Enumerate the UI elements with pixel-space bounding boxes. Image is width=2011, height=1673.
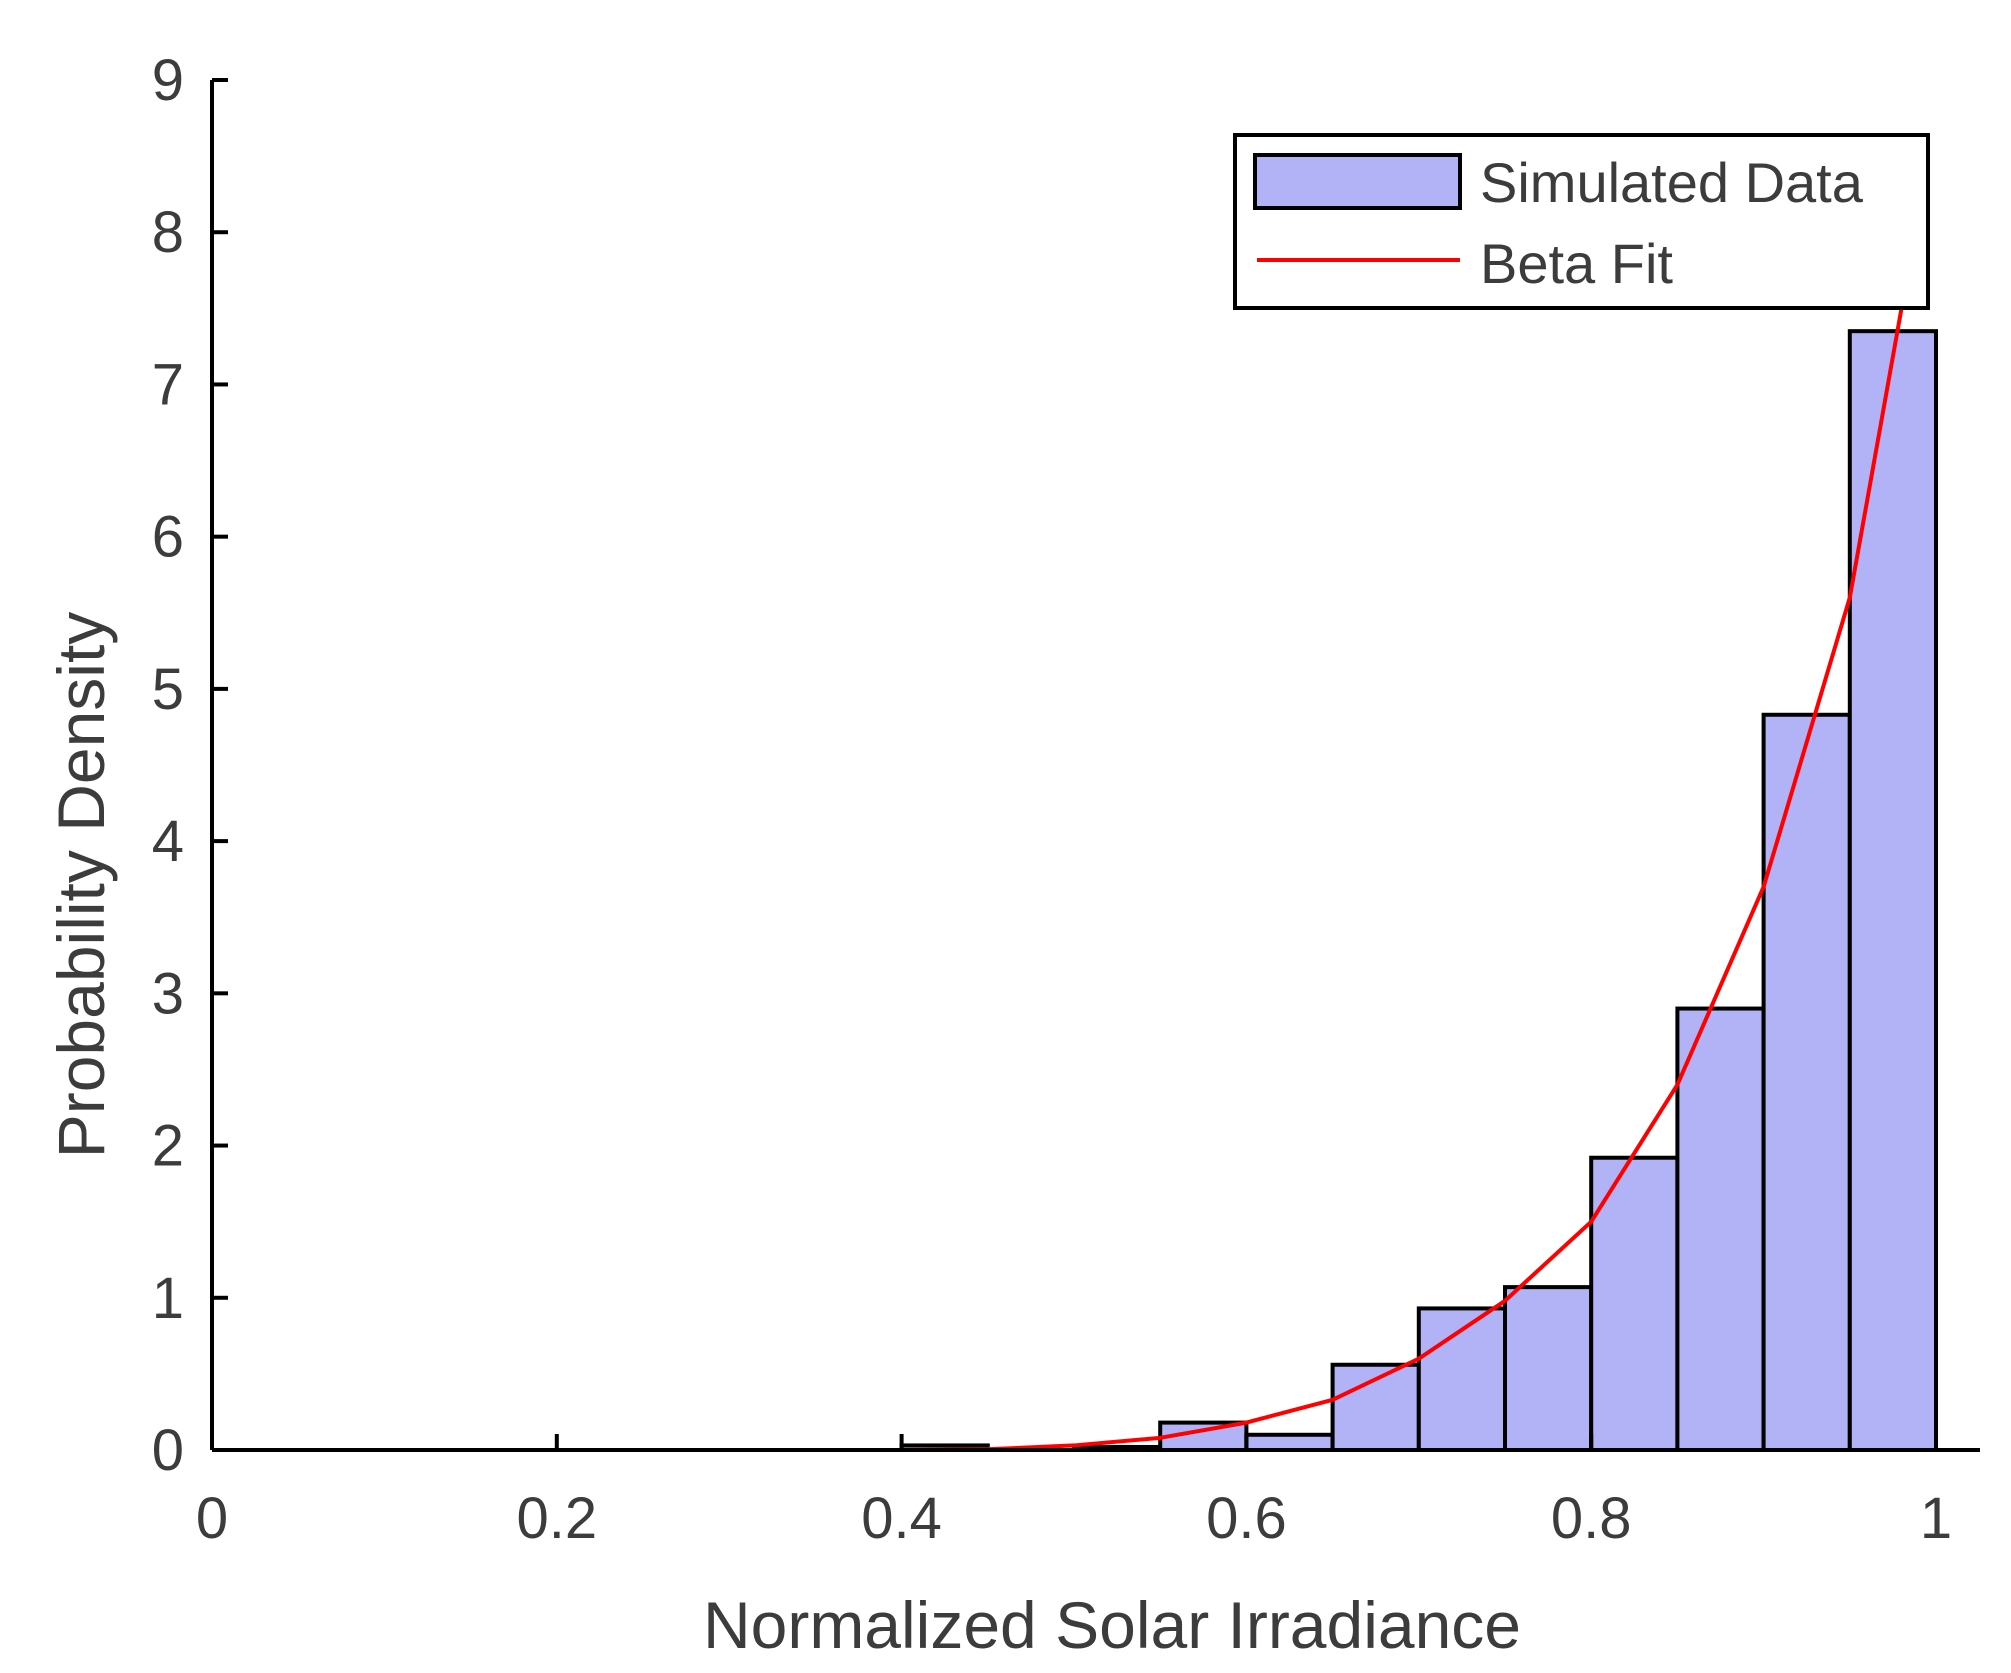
histogram-bar (1675, 1006, 1766, 1452)
y-axis-label: Probability Density (44, 612, 118, 1159)
legend: Simulated Data Beta Fit (1233, 133, 1930, 310)
legend-label-beta-fit: Beta Fit (1480, 232, 1673, 295)
histogram-bars (899, 329, 1939, 1453)
y-tick-label: 9 (152, 48, 184, 113)
y-tick-label: 1 (152, 1266, 184, 1331)
x-tick-label: 0.4 (861, 1486, 942, 1551)
y-tick-label: 8 (152, 200, 184, 265)
y-tick-label: 7 (152, 352, 184, 417)
x-tick-label: 1 (1920, 1486, 1952, 1551)
y-tick-label: 5 (152, 657, 184, 722)
histogram-bar (1503, 1285, 1594, 1452)
y-axis-ticks: 0 1 2 3 4 5 6 7 8 9 (152, 48, 228, 1483)
y-tick-label: 6 (152, 505, 184, 570)
y-tick-label: 0 (152, 1418, 184, 1483)
x-tick-label: 0.8 (1551, 1486, 1632, 1551)
histogram-bar (1244, 1432, 1335, 1453)
legend-box (1233, 133, 1930, 310)
y-tick-label: 4 (152, 809, 184, 874)
y-tick-label: 3 (152, 961, 184, 1026)
legend-label-simulated-data: Simulated Data (1480, 151, 1864, 214)
x-axis-ticks: 0 0.2 0.4 0.6 0.8 1 (196, 1434, 1952, 1551)
histogram-bar (1761, 712, 1852, 1452)
y-tick-label: 2 (152, 1114, 184, 1179)
x-tick-label: 0.6 (1206, 1486, 1287, 1551)
histogram-bar (1847, 329, 1939, 1453)
x-tick-label: 0 (196, 1486, 228, 1551)
x-tick-label: 0.2 (516, 1486, 597, 1551)
x-axis-label: Normalized Solar Irradiance (703, 1588, 1521, 1662)
legend-swatch-simulated-data (1253, 153, 1462, 210)
axes (210, 80, 1980, 1452)
